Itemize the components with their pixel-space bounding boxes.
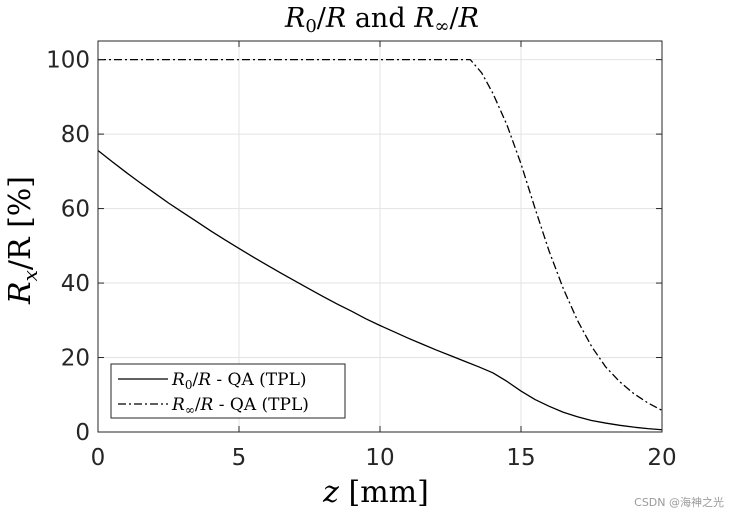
legend-label-rinf: R∞/R - QA (TPL): [171, 395, 309, 417]
legend: R0/R - QA (TPL) R∞/R - QA (TPL): [110, 363, 346, 419]
x-axis-label: z [mm]: [322, 475, 429, 510]
y-tick-label: 40: [61, 271, 90, 297]
axis-ticks: 0 5 10 15 20 0 20 40 60 80 100: [46, 41, 677, 471]
watermark: CSDN @海神之光: [634, 495, 724, 509]
y-tick-label: 100: [46, 48, 90, 74]
series-rinf-line: [98, 58, 663, 411]
grid: [97, 41, 663, 433]
series-r0-line: [97, 149, 663, 431]
y-tick-label: 0: [75, 420, 90, 446]
chart-title: R0/R and R∞/R: [284, 3, 479, 37]
x-tick-label: 5: [232, 445, 247, 471]
legend-label-r0: R0/R - QA (TPL): [171, 370, 307, 392]
x-tick-label: 15: [506, 445, 535, 471]
series-layer: [97, 58, 663, 431]
y-tick-label: 60: [61, 197, 90, 223]
x-tick-label: 10: [365, 445, 394, 471]
y-axis-label: Rx/R [%]: [3, 176, 42, 305]
x-tick-label: 0: [91, 445, 106, 471]
y-tick-label: 20: [61, 346, 90, 372]
legend-box: [110, 363, 346, 419]
y-tick-label: 80: [61, 122, 90, 148]
x-tick-label: 20: [647, 445, 676, 471]
